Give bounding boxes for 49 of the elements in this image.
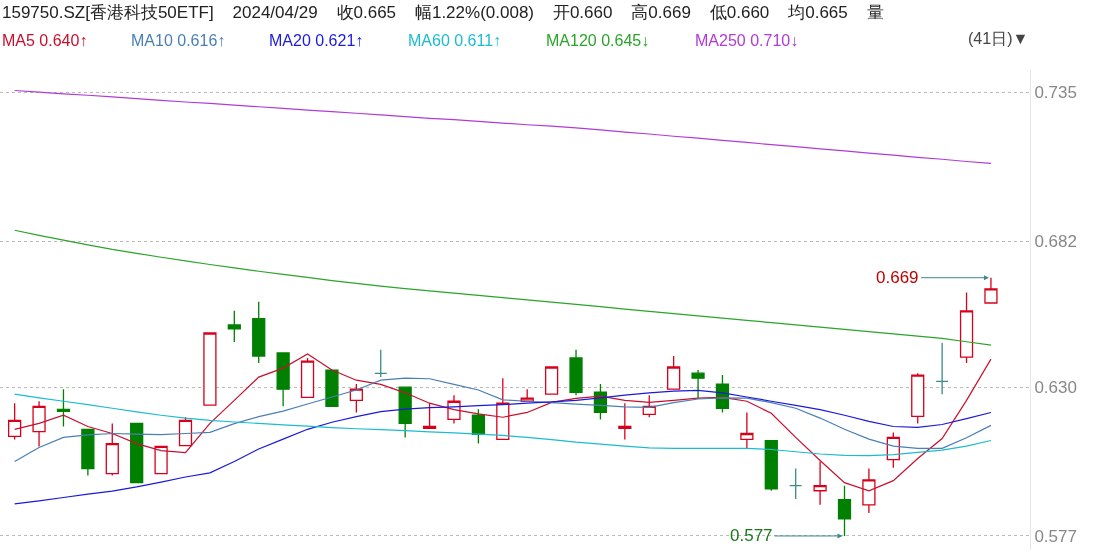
y-tick-label: 0.577 (1034, 526, 1077, 546)
text: MA5 0.640↑ (2, 32, 88, 49)
line-series (14, 389, 992, 505)
text: MA10 0.616↑ (131, 32, 226, 49)
text: MA60 0.611↑ (408, 32, 502, 49)
candlestick (130, 422, 144, 484)
line-series (14, 393, 992, 457)
candlestick (789, 467, 803, 500)
candlestick (911, 372, 925, 425)
candlestick (740, 411, 754, 450)
candlestick (935, 342, 949, 395)
candlestick (691, 369, 705, 399)
candlestick (862, 467, 876, 514)
candlestick (325, 369, 339, 407)
annotation: 0.669 (876, 268, 919, 287)
y-tick-label: 0.735 (1034, 83, 1077, 103)
chart-title: 159750.SZ[香港科技50ETF] 2024/04/29 收0.665 幅1.22%(0.008) 开0.660 高0.669 低0.660 均0.665 量 (2, 3, 884, 22)
line-series (14, 89, 992, 165)
candlestick (203, 332, 217, 406)
candlestick (374, 349, 388, 378)
annotation: 0.577 (730, 526, 773, 545)
candlestick (154, 445, 168, 475)
candlestick (813, 460, 827, 506)
candlestick (178, 416, 193, 447)
line-series (14, 229, 992, 346)
candlestick (56, 388, 71, 428)
text: MA20 0.621↑ (269, 32, 364, 49)
y-tick-label: 0.630 (1034, 378, 1077, 398)
candlestick (300, 357, 315, 398)
candlestick (252, 301, 266, 364)
candlestick (32, 400, 46, 448)
y-tick-label: 0.682 (1034, 232, 1077, 252)
candlestick (422, 402, 437, 430)
candlestick (959, 291, 974, 364)
candlestick (81, 428, 95, 477)
text: (41日)▼ (968, 30, 1029, 47)
text: MA120 0.645↓ (546, 32, 650, 49)
candlestick (618, 402, 632, 441)
candlestick (105, 422, 119, 477)
line-series (14, 353, 992, 492)
candlestick (569, 349, 583, 396)
candlestick (764, 439, 778, 492)
line-series (14, 377, 992, 463)
candlestick (544, 366, 559, 395)
candlestick (227, 310, 241, 343)
candlestick (8, 402, 22, 441)
text: MA250 0.710↓ (695, 32, 799, 49)
candlestick (667, 355, 681, 390)
candlestick (276, 352, 290, 407)
